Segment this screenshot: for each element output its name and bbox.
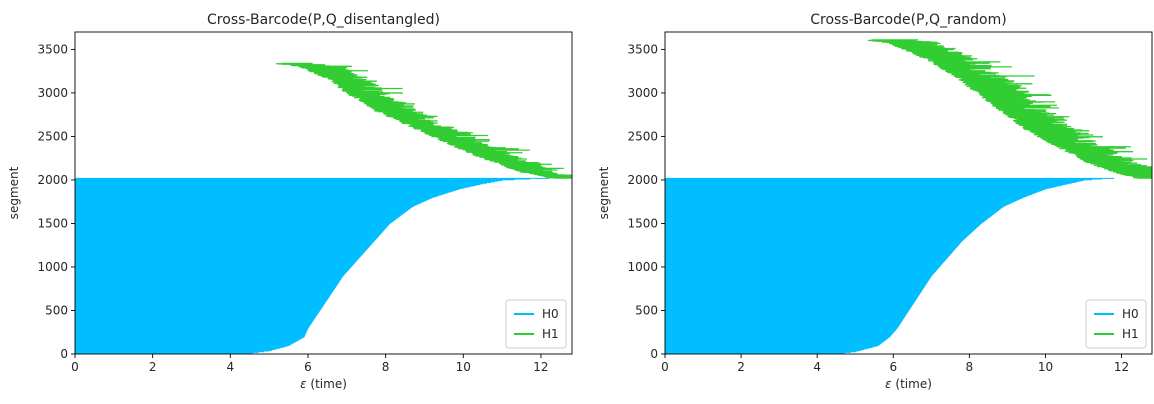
x-axis-label: ε (time) — [300, 377, 347, 391]
y-tick-label: 2000 — [627, 173, 658, 187]
y-tick-label: 3000 — [37, 86, 68, 100]
y-tick-label: 1500 — [37, 216, 68, 230]
bars-group — [75, 62, 572, 354]
chart-panel-disentangled: 0 2 4 6 8 10 12 0 500 1000 1500 2000 2500 3000 3500 Cro… — [7, 12, 573, 391]
y-tick-label: 0 — [60, 347, 68, 361]
h1-bars — [868, 39, 1152, 179]
x-tick-label: 12 — [1114, 360, 1129, 374]
y-tick-label: 0 — [650, 347, 658, 361]
axes-frame — [74, 31, 573, 355]
legend-label: H0 — [1122, 307, 1139, 321]
legend-label: H1 — [542, 327, 559, 341]
y-tick-label: 3500 — [627, 42, 658, 56]
x-tick-label: 8 — [382, 360, 390, 374]
y-axis-label: segment — [597, 166, 611, 219]
h0-bars — [75, 177, 549, 354]
y-tick-label: 3500 — [37, 42, 68, 56]
h0-bars — [665, 177, 1115, 354]
x-tick-label: 4 — [226, 360, 234, 374]
x-tick-label: 0 — [71, 360, 79, 374]
x-tick-label: 12 — [533, 360, 548, 374]
x-tick-label: 2 — [737, 360, 745, 374]
x-axis-label: ε (time) — [885, 377, 932, 391]
x-tick-label: 2 — [149, 360, 157, 374]
axes-frame — [664, 31, 1153, 355]
bars-group — [665, 39, 1152, 354]
y-tick-label: 500 — [635, 303, 658, 317]
x-tick-label: 8 — [966, 360, 974, 374]
legend-label: H0 — [542, 307, 559, 321]
y-tick-label: 2500 — [37, 129, 68, 143]
legend-box — [505, 299, 567, 349]
x-tick-label: 6 — [304, 360, 312, 374]
x-tick-label: 4 — [813, 360, 821, 374]
legend-box — [1085, 299, 1147, 349]
chart-title: Cross-Barcode(P,Q_disentangled) — [207, 12, 440, 28]
x-tick-label: 10 — [1038, 360, 1053, 374]
y-tick-label: 2500 — [627, 129, 658, 143]
chart-title: Cross-Barcode(P,Q_random) — [810, 12, 1006, 28]
y-tick-label: 2000 — [37, 173, 68, 187]
legend-label: H1 — [1122, 327, 1139, 341]
y-tick-label: 3000 — [627, 86, 658, 100]
x-tick-label: 10 — [456, 360, 471, 374]
y-tick-label: 500 — [45, 303, 68, 317]
y-tick-label: 1000 — [37, 260, 68, 274]
h1-bars — [275, 62, 572, 179]
chart-panel-random: 0 2 4 6 8 10 12 0 500 1000 1500 2000 2500 3000 3500 Cro… — [597, 12, 1153, 391]
x-tick-label: 6 — [889, 360, 897, 374]
y-axis-label: segment — [7, 166, 21, 219]
x-tick-label: 0 — [661, 360, 669, 374]
y-tick-label: 1500 — [627, 216, 658, 230]
y-tick-label: 1000 — [627, 260, 658, 274]
